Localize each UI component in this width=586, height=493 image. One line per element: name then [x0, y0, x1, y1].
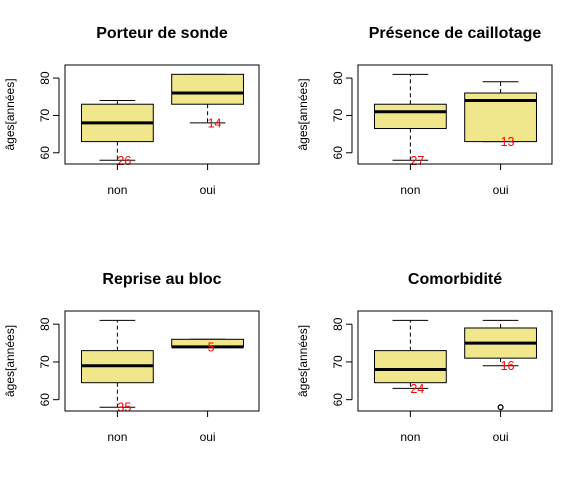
plot-frame — [357, 64, 553, 165]
plot-frame — [64, 64, 260, 165]
x-tick-label: non — [400, 183, 420, 197]
count-label: 24 — [410, 382, 424, 396]
panel-3: Reprise au bloc âges[années] 60 70 80 35 non 5 o… — [3, 271, 260, 444]
count-label: 14 — [208, 116, 222, 130]
count-label: 35 — [117, 401, 131, 415]
y-tick-label: 80 — [38, 71, 52, 85]
box-oui: 16 — [464, 319, 537, 411]
box-oui: 13 — [464, 81, 537, 149]
count-label: 26 — [117, 154, 131, 168]
panel-title: Reprise au bloc — [102, 271, 221, 288]
y-axis-label: âges[années] — [296, 325, 310, 397]
y-tick-label: 80 — [331, 317, 345, 331]
x-tick-label: non — [107, 430, 127, 444]
panel-title: Porteur de sonde — [96, 25, 228, 42]
iqr-box — [373, 350, 447, 384]
y-tick-label: 80 — [331, 71, 345, 85]
box-non: 35 — [80, 319, 154, 415]
x-tick-label: non — [400, 430, 420, 444]
box-oui: 5 — [171, 338, 244, 354]
x-tick-label: non — [107, 183, 127, 197]
x-tick-label: oui — [493, 430, 509, 444]
box-non: 27 — [373, 73, 447, 168]
y-axis-label: âges[années] — [3, 325, 17, 397]
y-tick-label: 70 — [331, 108, 345, 122]
y-axis-label: âges[années] — [296, 78, 310, 150]
y-tick-label: 70 — [38, 108, 52, 122]
box-non: 26 — [80, 99, 154, 168]
y-tick-label: 70 — [331, 355, 345, 369]
iqr-box — [373, 103, 447, 130]
outlier-point — [497, 404, 504, 411]
count-label: 27 — [410, 154, 424, 168]
panel-1: Porteur de sonde âges[années] 60 70 80 26 non 1… — [3, 25, 260, 197]
y-tick-label: 60 — [38, 393, 52, 407]
plot-frame — [64, 310, 260, 412]
panel-2: Présence de caillotage âges[années] 60 70 80… — [296, 25, 553, 197]
count-label: 5 — [208, 340, 215, 354]
y-tick-label: 80 — [38, 317, 52, 331]
panel-title: Présence de caillotage — [369, 25, 542, 42]
iqr-box — [171, 73, 244, 105]
x-tick-label: oui — [493, 183, 509, 197]
count-label: 13 — [501, 135, 515, 149]
box-non: 24 — [373, 319, 447, 396]
panel-4: Comorbidité âges[années] 60 70 80 24 non 16 oui — [296, 271, 553, 444]
x-tick-label: oui — [200, 430, 216, 444]
y-tick-label: 60 — [331, 146, 345, 160]
y-tick-label: 60 — [331, 393, 345, 407]
y-tick-label: 60 — [38, 146, 52, 160]
x-tick-label: oui — [200, 183, 216, 197]
box-oui: 14 — [171, 73, 244, 130]
count-label: 16 — [501, 359, 515, 373]
y-axis-label: âges[années] — [3, 78, 17, 150]
y-tick-label: 70 — [38, 355, 52, 369]
plot-frame — [357, 310, 553, 412]
panel-title: Comorbidité — [408, 271, 502, 288]
